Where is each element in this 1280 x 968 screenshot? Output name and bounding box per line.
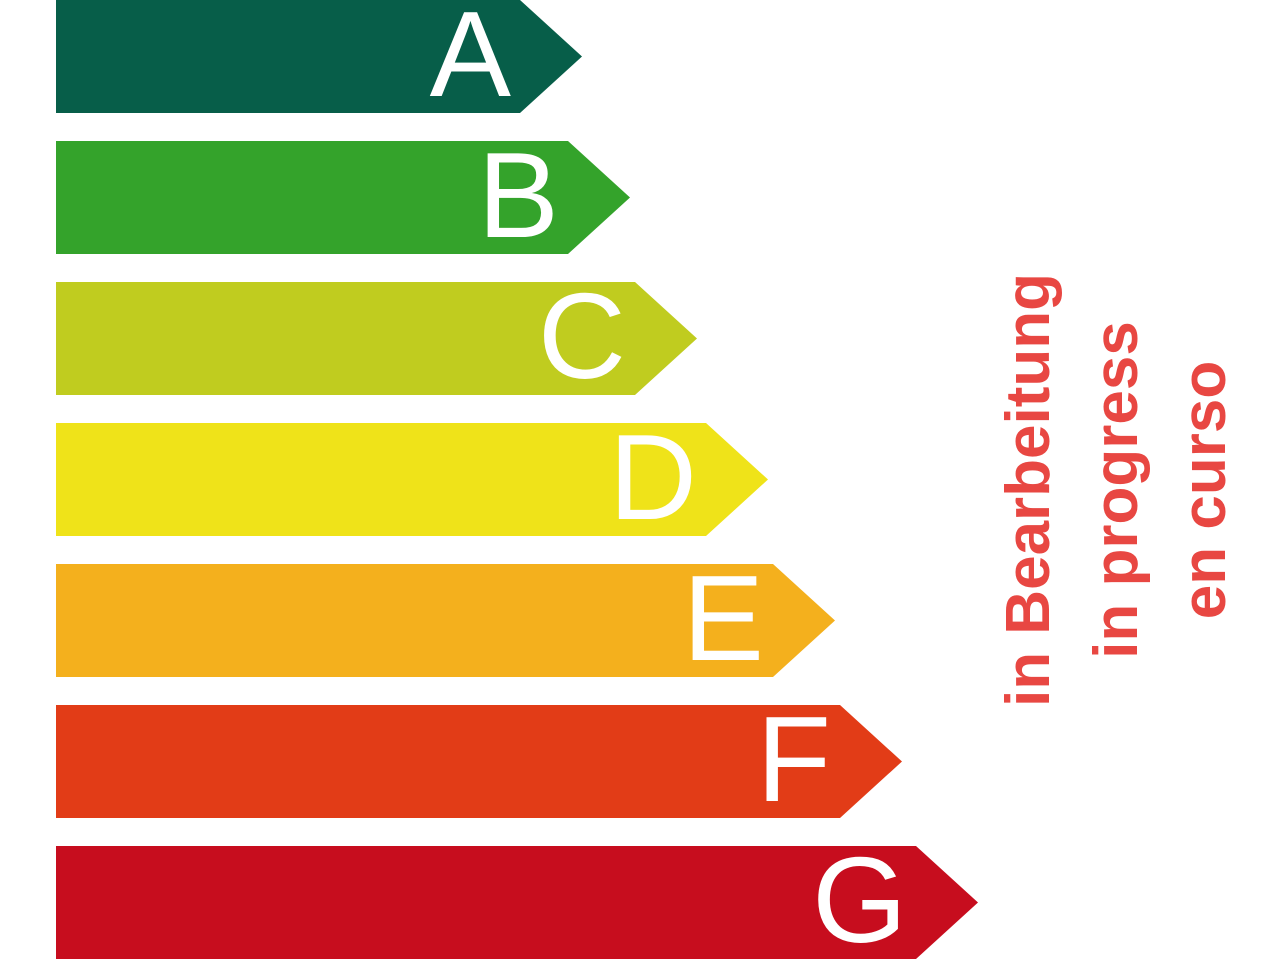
- rating-letter-b: B: [477, 126, 559, 263]
- energy-rating-arrow-c: C: [56, 282, 697, 395]
- rating-letter-c: C: [537, 267, 626, 404]
- status-text-rotated: in Bearbeitung in progress en curso: [985, 190, 1249, 790]
- energy-rating-arrow-a: A: [56, 0, 582, 113]
- status-line-german: in Bearbeitung: [994, 272, 1063, 708]
- energy-rating-arrow-f: F: [56, 705, 902, 818]
- status-line-spanish: en curso: [1170, 360, 1239, 620]
- energy-rating-arrow-d: D: [56, 423, 768, 536]
- energy-rating-arrow-b: B: [56, 141, 630, 254]
- rating-letter-f: F: [756, 690, 831, 827]
- rating-letter-g: G: [812, 831, 907, 968]
- energy-rating-arrow-g: G: [56, 846, 978, 959]
- energy-rating-arrow-e: E: [56, 564, 835, 677]
- rating-letter-a: A: [429, 0, 511, 122]
- status-line-english: in progress: [1082, 321, 1151, 659]
- rating-letter-e: E: [682, 549, 764, 686]
- rating-arrows: A B C D E F G: [56, 0, 978, 959]
- rating-letter-d: D: [608, 408, 697, 545]
